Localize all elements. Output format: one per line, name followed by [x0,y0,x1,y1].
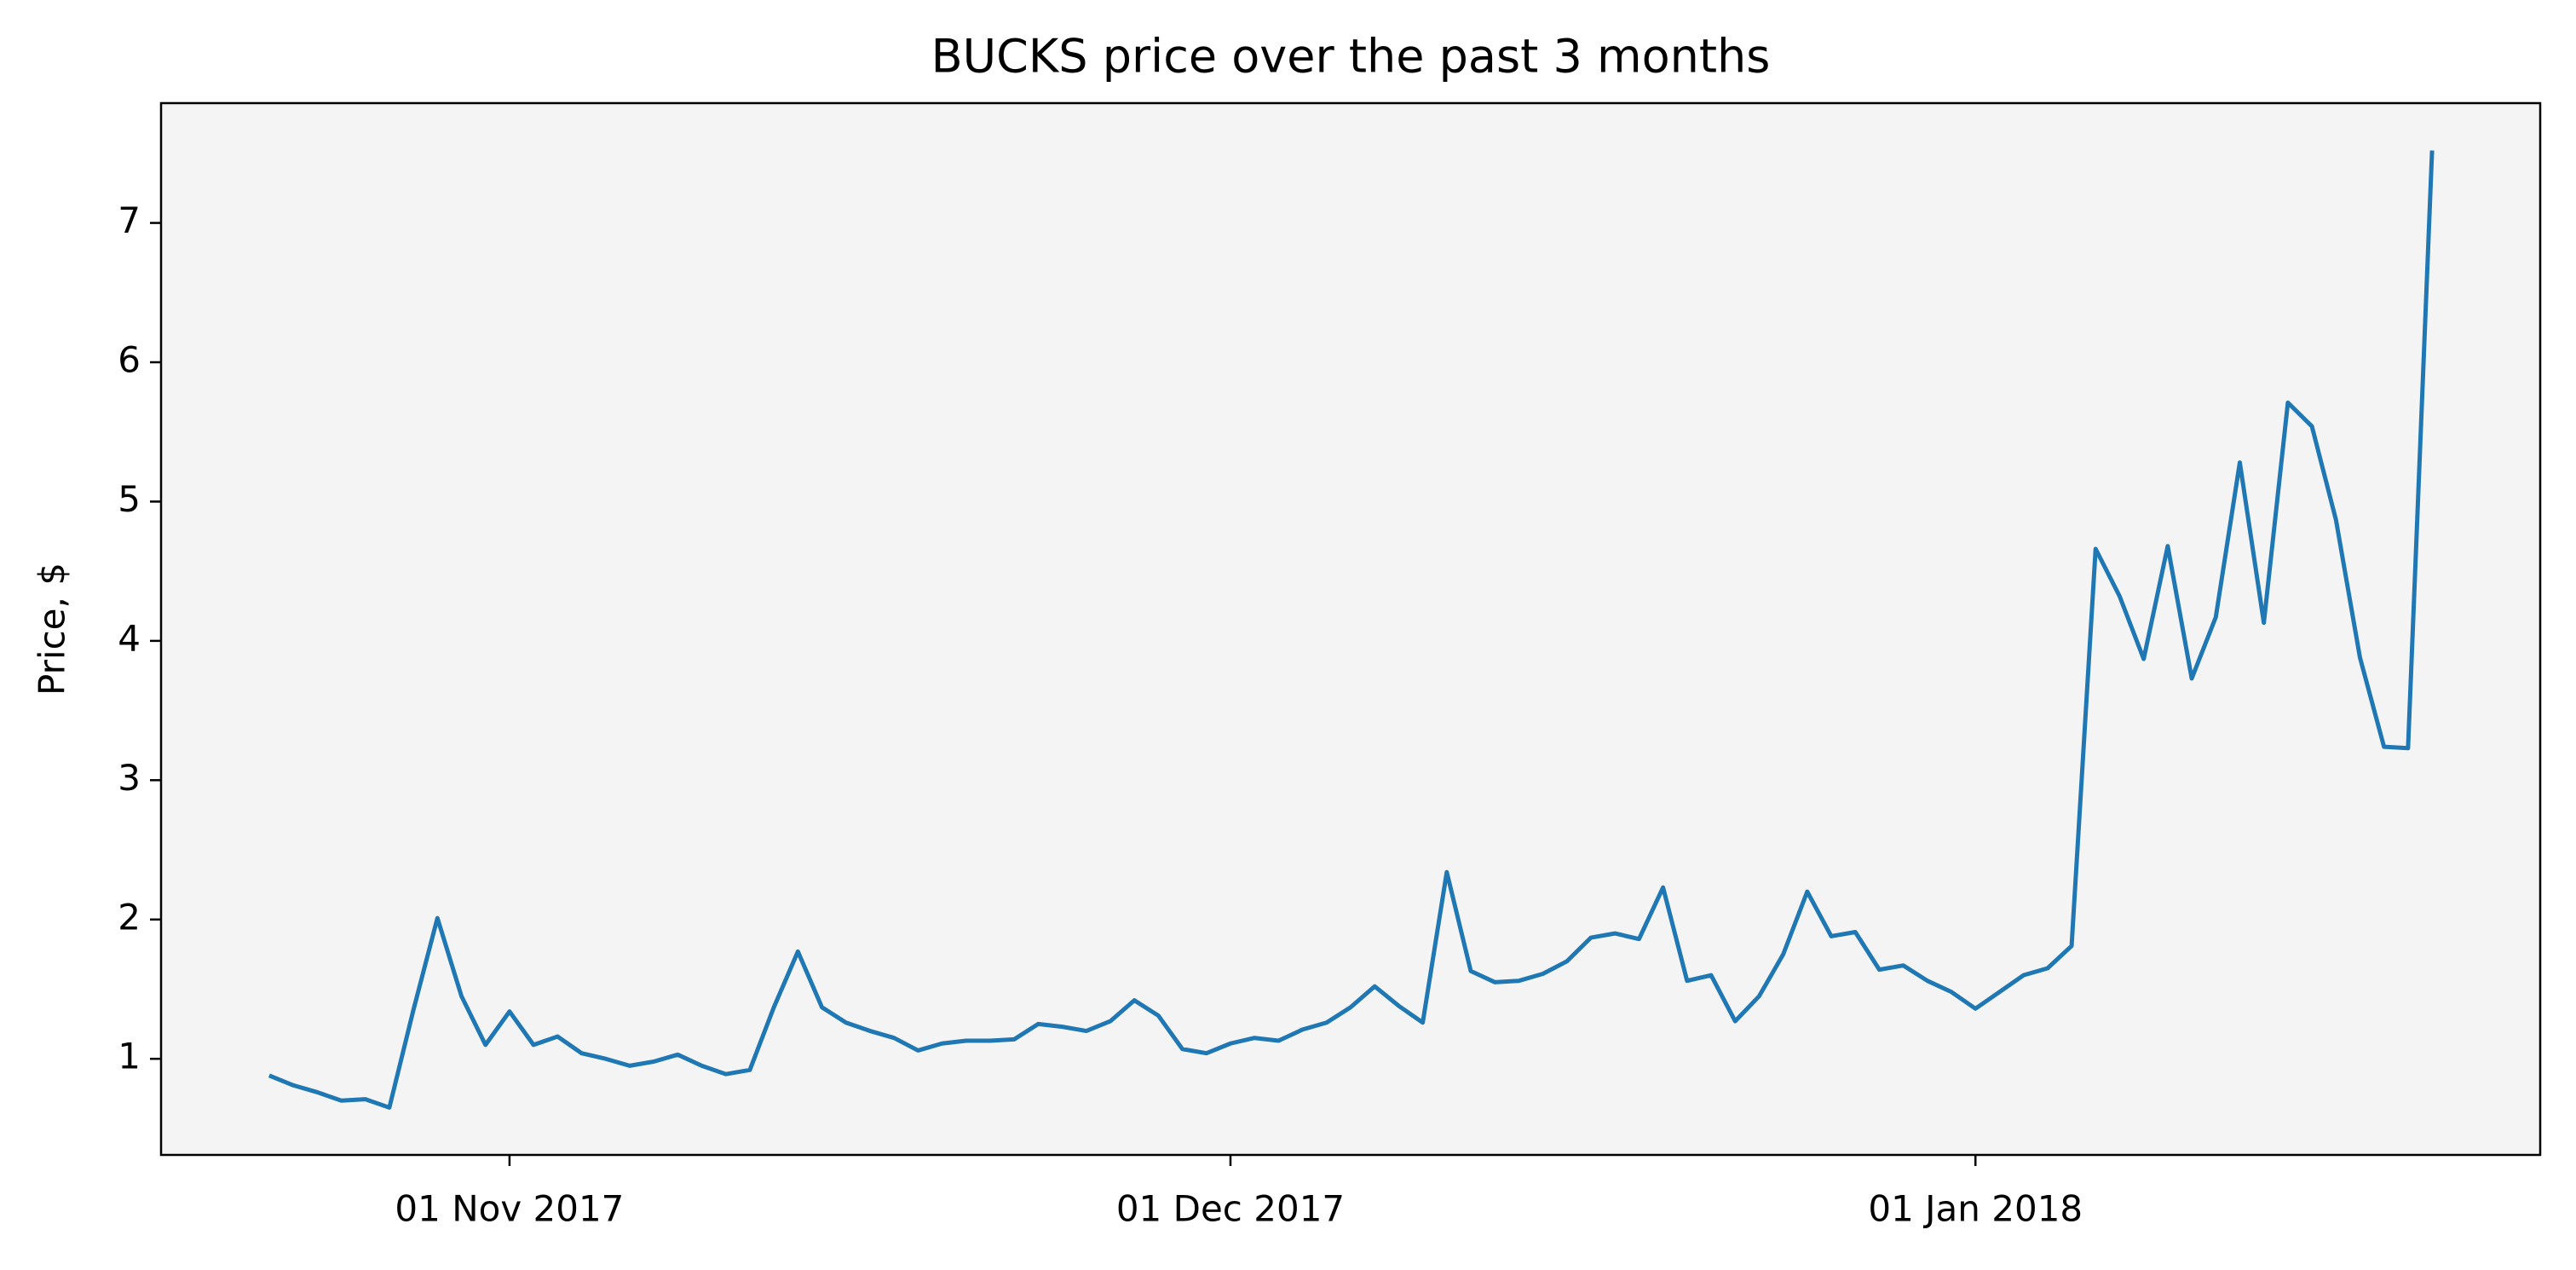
y-tick-label: 2 [118,896,141,938]
x-tick-label: 01 Dec 2017 [1116,1188,1345,1230]
y-tick-label: 4 [118,617,141,659]
y-tick-label: 5 [118,478,141,520]
x-tick-label: 01 Jan 2018 [1868,1188,2083,1230]
y-axis-label: Price, $ [32,563,73,696]
x-tick-label: 01 Nov 2017 [395,1188,624,1230]
y-tick-label: 1 [118,1036,141,1077]
y-tick-label: 6 [118,339,141,381]
chart-title: BUCKS price over the past 3 months [931,30,1771,84]
plot-frame [159,101,2542,1157]
plot-background [161,103,2540,1155]
y-tick-label: 3 [118,757,141,799]
price-line [268,150,2435,1110]
y-tick-label: 7 [118,199,141,241]
